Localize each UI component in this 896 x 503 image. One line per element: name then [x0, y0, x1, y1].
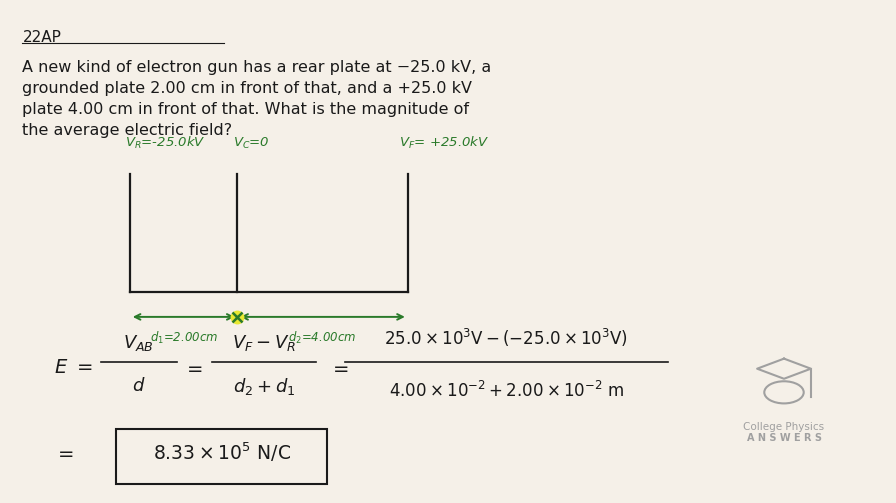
Text: $V_F$= +25.0kV: $V_F$= +25.0kV — [399, 135, 489, 151]
Text: $=$: $=$ — [183, 358, 202, 377]
Text: $V_{AB}$: $V_{AB}$ — [124, 333, 154, 353]
Text: $8.33\times10^5\ \mathrm{N/C}$: $8.33\times10^5\ \mathrm{N/C}$ — [152, 441, 291, 464]
Text: $d_2 + d_1$: $d_2 + d_1$ — [233, 376, 296, 397]
Text: $d$: $d$ — [132, 377, 146, 395]
Text: $V_C$=0: $V_C$=0 — [233, 136, 270, 151]
Text: $=\ $: $=\ $ — [54, 443, 74, 462]
Text: College Physics: College Physics — [744, 422, 824, 432]
Text: A new kind of electron gun has a rear plate at −25.0 kV, a
grounded plate 2.00 c: A new kind of electron gun has a rear pl… — [22, 60, 492, 138]
Text: $E\ =\ $: $E\ =\ $ — [54, 358, 92, 377]
Text: $=$: $=$ — [329, 358, 349, 377]
Text: $V_R$=-25.0kV: $V_R$=-25.0kV — [125, 135, 206, 151]
Text: $d_1$=2.00cm: $d_1$=2.00cm — [150, 329, 218, 346]
Text: $V_F - V_R$: $V_F - V_R$ — [232, 333, 297, 353]
Text: A N S W E R S: A N S W E R S — [746, 433, 822, 443]
Text: $4.00\times10^{-2} + 2.00\times10^{-2}\ \mathrm{m}$: $4.00\times10^{-2} + 2.00\times10^{-2}\ … — [389, 381, 624, 401]
Text: $25.0\times10^3\mathrm{V} - (-25.0\times10^3\mathrm{V})$: $25.0\times10^3\mathrm{V} - (-25.0\times… — [384, 327, 628, 349]
Text: 22AP: 22AP — [22, 30, 61, 45]
Text: $d_2$=4.00cm: $d_2$=4.00cm — [289, 329, 357, 346]
FancyBboxPatch shape — [116, 429, 327, 484]
